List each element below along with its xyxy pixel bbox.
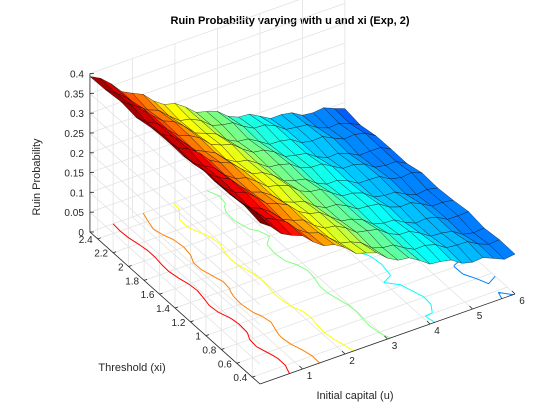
y-tick-label: 1 [195,332,201,343]
z-axis-label: Ruin Probability [31,138,43,216]
contour-line [142,212,320,364]
y-tick-label: 1.8 [125,276,139,287]
contour-line [172,202,354,352]
y-tick-label: 0.8 [202,345,216,356]
surface-patch [488,239,516,260]
x-tick-label: 3 [392,341,398,352]
y-tick-label: 2.2 [94,249,108,260]
x-tick-label: 1 [307,371,313,382]
y-tick-label: 2 [118,263,124,274]
y-tick-mark [128,265,132,267]
z-tick-label: 0.4 [70,70,84,81]
y-tick-mark [252,375,256,378]
x-tick-mark [426,320,431,325]
y-tick-label: 1.4 [156,304,170,315]
x-tick-label: 2 [349,356,355,367]
y-tick-mark [221,348,225,350]
y-tick-mark [113,251,117,254]
y-tick-mark [143,278,148,281]
z-tick-label: 0.05 [64,208,84,219]
y-tick-mark [236,361,240,364]
x-tick-mark [469,305,473,310]
z-tick-label: 0 [78,228,84,239]
z-tick-label: 0.3 [70,109,84,120]
z-tick-label: 0.15 [64,169,84,180]
axis-layer: 1234560.40.60.811.21.41.61.822.22.400.05… [64,70,525,385]
x-axis-label: Initial capital (u) [316,390,393,402]
y-tick-label: 1.6 [141,290,155,301]
z-tick-label: 0.2 [70,149,84,160]
y-tick-label: 0.6 [218,359,232,370]
chart-title: Ruin Probability varying with u and xi (… [171,15,410,27]
x-gridline [216,28,388,340]
x-tick-mark [384,335,388,340]
contour-line [206,190,391,339]
x-tick-mark [511,290,516,295]
x-tick-label: 5 [477,311,483,322]
y-axis-label: Threshold (xi) [98,362,165,374]
y-tick-mark [190,320,194,323]
x-tick-label: 6 [519,296,525,307]
y-tick-label: 2.4 [79,235,93,246]
x-tick-mark [341,350,346,355]
z-tick-label: 0.35 [64,89,84,100]
y-tick-mark [159,292,163,295]
contour-line [112,223,290,374]
y-tick-mark [97,237,101,240]
y-tick-label: 1.2 [171,318,185,329]
z-tick-label: 0.25 [64,129,84,140]
surface-layer [89,76,516,265]
x-tick-mark [299,365,303,370]
y-tick-label: 0.4 [233,373,247,384]
x-tick-label: 4 [434,326,440,337]
z-tick-label: 0.1 [70,188,84,199]
y-tick-mark [174,306,179,309]
y-tick-mark [205,334,210,337]
